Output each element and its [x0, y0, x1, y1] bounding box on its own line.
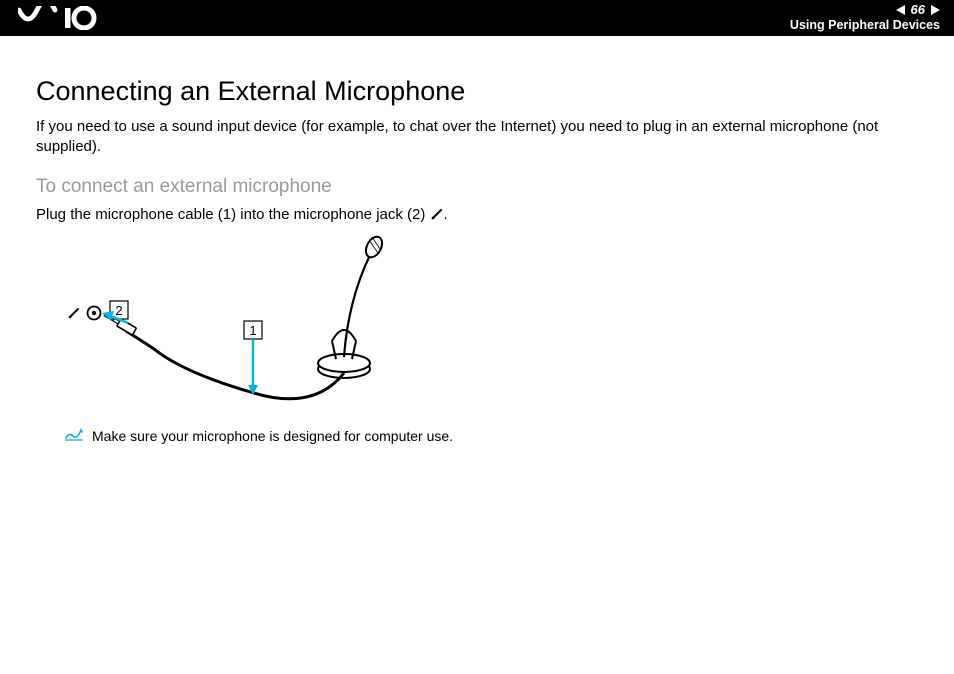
nav-next-icon[interactable] [931, 5, 940, 15]
page-number: 66 [911, 2, 925, 17]
diagram-label-1: 1 [249, 323, 256, 338]
diagram-label-2: 2 [115, 303, 122, 318]
header-right: 66 Using Peripheral Devices [790, 2, 940, 32]
microphone-inline-icon [430, 207, 444, 221]
section-label: Using Peripheral Devices [790, 18, 940, 32]
step-text: Plug the microphone cable (1) into the m… [36, 206, 918, 223]
microphone-diagram: 2 1 [64, 231, 918, 416]
intro-paragraph: If you need to use a sound input device … [36, 117, 918, 158]
header-bar: 66 Using Peripheral Devices [0, 0, 954, 36]
note-icon [64, 426, 84, 447]
step-suffix: . [444, 206, 448, 223]
page-title: Connecting an External Microphone [36, 76, 918, 107]
page-nav: 66 [790, 2, 940, 17]
note-text: Make sure your microphone is designed fo… [92, 428, 453, 444]
subheading: To connect an external microphone [36, 176, 918, 198]
nav-prev-icon[interactable] [896, 5, 905, 15]
step-prefix: Plug the microphone cable (1) into the m… [36, 206, 430, 223]
page-content: Connecting an External Microphone If you… [0, 36, 954, 447]
note-row: Make sure your microphone is designed fo… [64, 428, 918, 447]
vaio-logo [18, 6, 112, 35]
